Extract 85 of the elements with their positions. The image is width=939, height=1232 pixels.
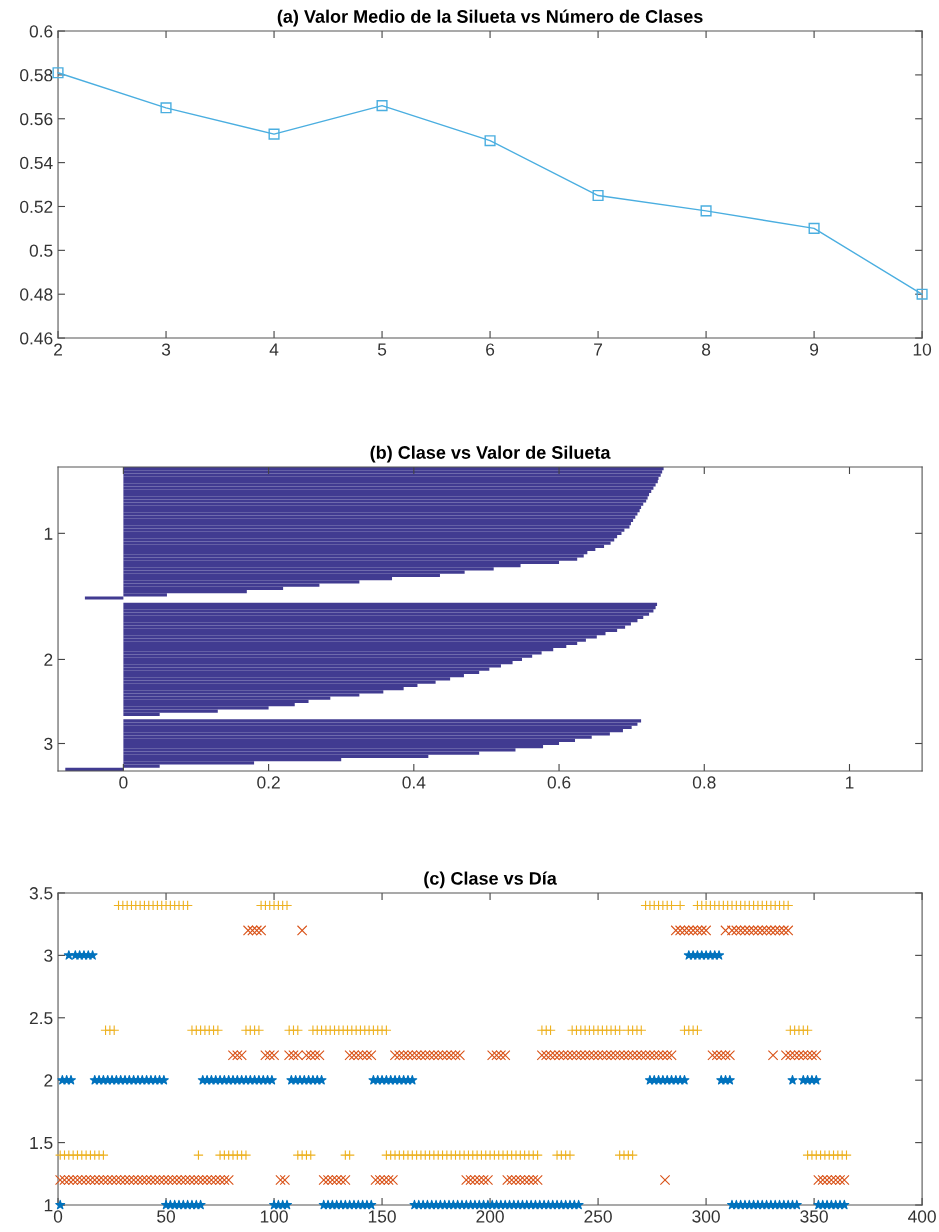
x-tick-label: 50	[157, 1210, 176, 1223]
y-tick-label: 2	[44, 653, 53, 666]
point	[296, 925, 308, 936]
x-tick-label: 0	[53, 1210, 63, 1223]
bar	[123, 492, 650, 497]
point	[700, 205, 712, 217]
chart-title: (b) Clase vs Valor de Silueta	[370, 445, 611, 463]
x-tick-label: 0.2	[257, 776, 280, 789]
y-tick-label: 1	[44, 527, 53, 540]
y-tick-label: 0.56	[20, 112, 53, 126]
bar	[123, 515, 636, 519]
y-tick-label: 2.5	[29, 1011, 53, 1025]
point	[376, 100, 388, 112]
y-tick-label: 0.46	[20, 332, 53, 345]
x-tick-label: 2	[54, 343, 62, 356]
x-tick-label: 350	[800, 1210, 828, 1223]
bar	[123, 525, 630, 529]
bar	[123, 473, 661, 477]
y-tick-label: 0.48	[20, 288, 53, 301]
x-tick-label: 0	[119, 776, 128, 789]
y-tick-label: 3	[44, 737, 53, 750]
bar	[123, 606, 656, 610]
bar	[123, 496, 648, 500]
bar	[123, 476, 659, 480]
x-tick-label: 100	[260, 1210, 288, 1223]
bar	[84, 596, 124, 600]
x-tick-label: 10	[913, 343, 932, 356]
point	[592, 189, 604, 202]
point	[916, 288, 928, 300]
bar	[123, 531, 622, 535]
x-tick-label: 150	[368, 1210, 396, 1223]
x-tick-label: 250	[584, 1210, 612, 1223]
bar	[123, 528, 625, 532]
x-tick-label: 6	[486, 343, 495, 356]
y-tick-label: 0.6	[29, 25, 53, 38]
bar	[123, 609, 654, 613]
bar	[123, 499, 647, 503]
x-tick-label: 9	[810, 343, 819, 356]
x-tick-label: 4	[269, 343, 279, 356]
point	[268, 128, 280, 140]
y-tick-label: 2	[44, 1074, 53, 1087]
x-tick-label: 400	[908, 1210, 936, 1223]
bar	[123, 541, 611, 545]
x-tick-label: 200	[476, 1210, 504, 1223]
bar	[123, 602, 658, 607]
y-tick-label: 0.5	[29, 244, 53, 257]
x-tick-label: 0.6	[547, 776, 571, 789]
bar	[123, 522, 631, 526]
x-tick-label: 3	[161, 343, 171, 356]
y-tick-label: 1.5	[30, 1136, 53, 1150]
y-tick-label: 3.5	[29, 887, 53, 900]
bar	[123, 612, 650, 616]
bar	[123, 719, 642, 723]
bar	[123, 554, 584, 558]
x-tick-label: 1	[845, 776, 854, 789]
x-tick-label: 0.8	[692, 776, 716, 789]
x-tick-label: 5	[377, 343, 387, 356]
x-tick-label: 0.4	[402, 776, 426, 789]
point	[52, 67, 64, 79]
bar	[123, 502, 644, 506]
bar	[123, 489, 652, 493]
point	[160, 102, 172, 114]
x-tick-label: 8	[702, 343, 711, 356]
point	[808, 222, 820, 234]
bar	[123, 538, 615, 542]
chart-title: (a) Valor Medio de la Silueta vs Número de Clases	[277, 9, 703, 27]
bar	[123, 483, 656, 487]
bar	[123, 722, 638, 726]
bar	[123, 518, 634, 523]
x-tick-label: 300	[692, 1210, 720, 1223]
y-tick-label: 0.58	[20, 69, 53, 82]
y-tick-label: 3	[44, 949, 53, 962]
bar	[123, 534, 618, 539]
point	[714, 950, 725, 960]
y-tick-label: 0.54	[20, 156, 53, 170]
bar	[123, 509, 640, 513]
point	[484, 135, 496, 147]
y-tick-label: 1	[44, 1199, 53, 1212]
bar	[123, 505, 642, 510]
bar	[123, 486, 654, 490]
bar	[123, 512, 638, 516]
y-tick-label: 0.52	[20, 200, 53, 213]
chart-title: (c) Clase vs Día	[424, 871, 557, 889]
bar	[123, 479, 658, 484]
x-tick-label: 7	[594, 343, 603, 356]
